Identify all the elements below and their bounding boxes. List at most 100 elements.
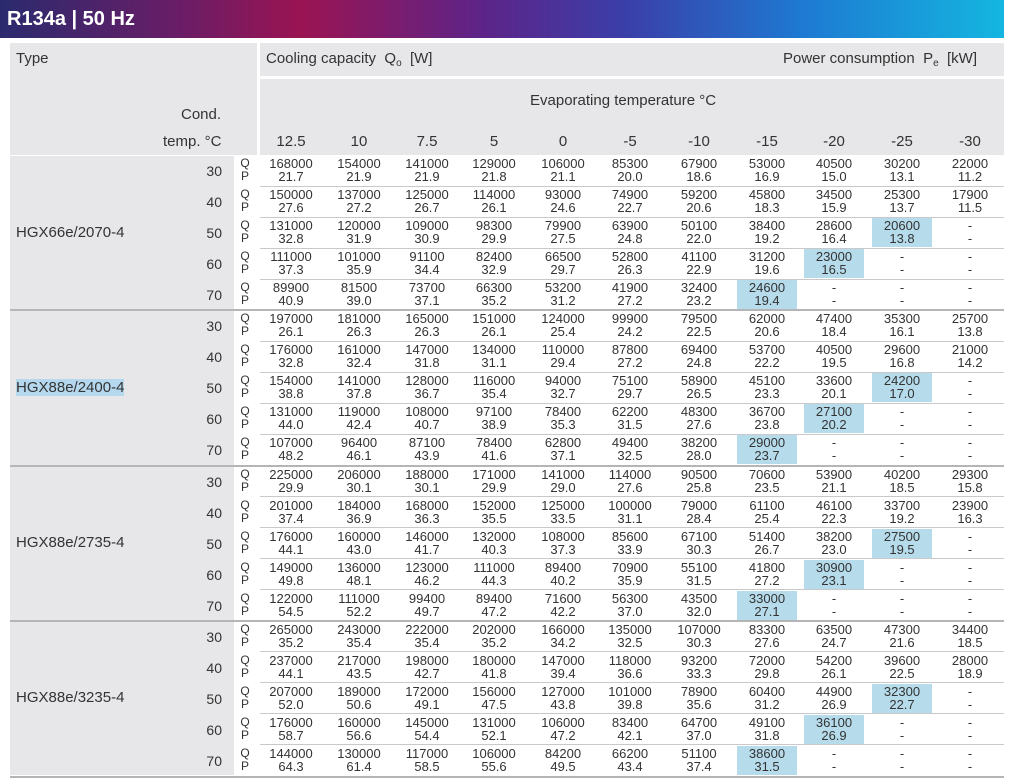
power-value: 13.8	[957, 324, 983, 340]
power-value: 21.6	[889, 634, 915, 650]
data-cell: 35300 16.1	[872, 311, 932, 340]
capacity-value: 188000	[405, 466, 449, 482]
capacity-value: 70600	[748, 466, 786, 482]
capacity-value: 243000	[337, 621, 381, 637]
capacity-value: 197000	[269, 311, 313, 327]
capacity-value: 154000	[337, 156, 381, 171]
capacity-value: 79500	[680, 311, 718, 327]
row-divider	[260, 744, 1004, 746]
capacity-value: 62800	[544, 435, 582, 451]
power-value: 23.5	[754, 479, 780, 495]
power-value: 29.9	[481, 479, 507, 495]
capacity-value: 45800	[748, 187, 786, 203]
capacity-value: 41800	[748, 559, 786, 575]
capacity-value: 32300	[883, 683, 921, 699]
data-cell: 20600 13.8	[872, 218, 932, 248]
capacity-value: -	[967, 249, 973, 265]
cond-temp-value: 60	[206, 256, 222, 273]
power-value: 22.9	[686, 262, 712, 278]
capacity-value: 237000	[269, 652, 313, 668]
capacity-value: 45100	[748, 373, 786, 389]
data-cell: 106000 47.2	[533, 715, 593, 744]
power-value: -	[967, 231, 973, 247]
data-cell: 136000 48.1	[329, 560, 389, 589]
capacity-value: 225000	[269, 466, 313, 482]
capacity-value: 24200	[883, 373, 921, 389]
capacity-value: 70900	[611, 559, 649, 575]
cond-temp-value: 50	[206, 225, 222, 242]
capacity-value: 141000	[541, 466, 585, 482]
data-cell: 55100 31.5	[669, 560, 729, 589]
power-value: 23.8	[754, 417, 780, 433]
capacity-value: 78900	[680, 683, 718, 699]
data-cell: 161000 32.4	[329, 342, 389, 371]
data-cell: 49400 32.5	[600, 435, 660, 464]
power-value: -	[967, 262, 973, 278]
cond-temp-value: 50	[206, 690, 222, 707]
capacity-value: 47300	[883, 621, 921, 637]
data-cell: 101000 39.8	[600, 684, 660, 713]
capacity-value: 36700	[748, 404, 786, 420]
capacity-header-cell	[260, 43, 1004, 76]
power-value: 35.4	[414, 634, 440, 650]
capacity-value: 160000	[337, 528, 381, 544]
data-cell: 90500 25.8	[669, 467, 729, 496]
capacity-value: 31200	[748, 249, 786, 265]
data-cell: 128000 36.7	[397, 373, 457, 402]
cond-temp-value: 40	[206, 659, 222, 676]
q-label: Q	[240, 249, 250, 264]
power-value: 35.6	[686, 696, 712, 712]
data-cell: 27100 20.2	[804, 404, 864, 434]
data-cell: 50100 22.0	[669, 218, 729, 247]
power-value: 32.9	[481, 262, 507, 278]
power-value: 40.7	[414, 417, 440, 433]
power-value: 26.5	[686, 386, 712, 402]
capacity-value: 21000	[951, 342, 989, 358]
power-value: 21.8	[481, 169, 507, 184]
power-value: 25.4	[754, 510, 780, 526]
p-label: P	[240, 200, 249, 215]
power-value: 32.0	[686, 603, 712, 619]
cond-label: Cond.	[181, 106, 222, 123]
capacity-value: 168000	[269, 156, 313, 171]
q-label: Q	[240, 373, 250, 388]
capacity-value: 38400	[748, 218, 786, 234]
data-cell: 23000 16.5	[804, 249, 864, 279]
power-value: 27.6	[278, 200, 304, 216]
capacity-value: 40200	[883, 466, 921, 482]
capacity-value: 79000	[680, 497, 718, 513]
data-cell: 48300 27.6	[669, 404, 729, 433]
capacity-value: 124000	[541, 311, 585, 327]
data-cell: 45100 23.3	[737, 373, 797, 402]
data-cell: 49100 31.8	[737, 715, 797, 744]
data-cell: 201000 37.4	[261, 498, 321, 527]
data-cell: 29300 15.8	[940, 467, 1000, 496]
data-cell: 40500 19.5	[804, 342, 864, 371]
capacity-value: 30900	[815, 559, 853, 575]
capacity-value: 265000	[269, 621, 313, 637]
capacity-value: 145000	[405, 714, 449, 730]
capacity-value: 150000	[269, 187, 313, 203]
power-value: 21.9	[346, 169, 372, 184]
p-label: P	[240, 169, 249, 183]
power-value: 38.9	[481, 417, 507, 433]
power-value: 41.7	[414, 541, 440, 557]
power-value: -	[899, 262, 905, 278]
capacity-value: 156000	[472, 683, 516, 699]
power-value: 15.8	[957, 479, 983, 495]
power-value: 13.7	[889, 200, 915, 216]
data-cell: 94000 32.7	[533, 373, 593, 402]
power-value: 22.5	[889, 665, 915, 681]
evap-temp-header: 7.5	[416, 133, 438, 150]
data-cell: 28000 18.9	[940, 653, 1000, 682]
model-name: HGX66e/2070-4	[16, 223, 125, 241]
capacity-value: 217000	[337, 652, 381, 668]
capacity-value: -	[899, 745, 905, 761]
capacity-value: 33000	[748, 590, 786, 606]
power-value: 22.7	[617, 200, 643, 216]
capacity-value: 32400	[680, 280, 718, 296]
data-cell: --	[940, 218, 1000, 247]
capacity-value: 82400	[475, 249, 513, 265]
cond-temp-value: 60	[206, 566, 222, 583]
